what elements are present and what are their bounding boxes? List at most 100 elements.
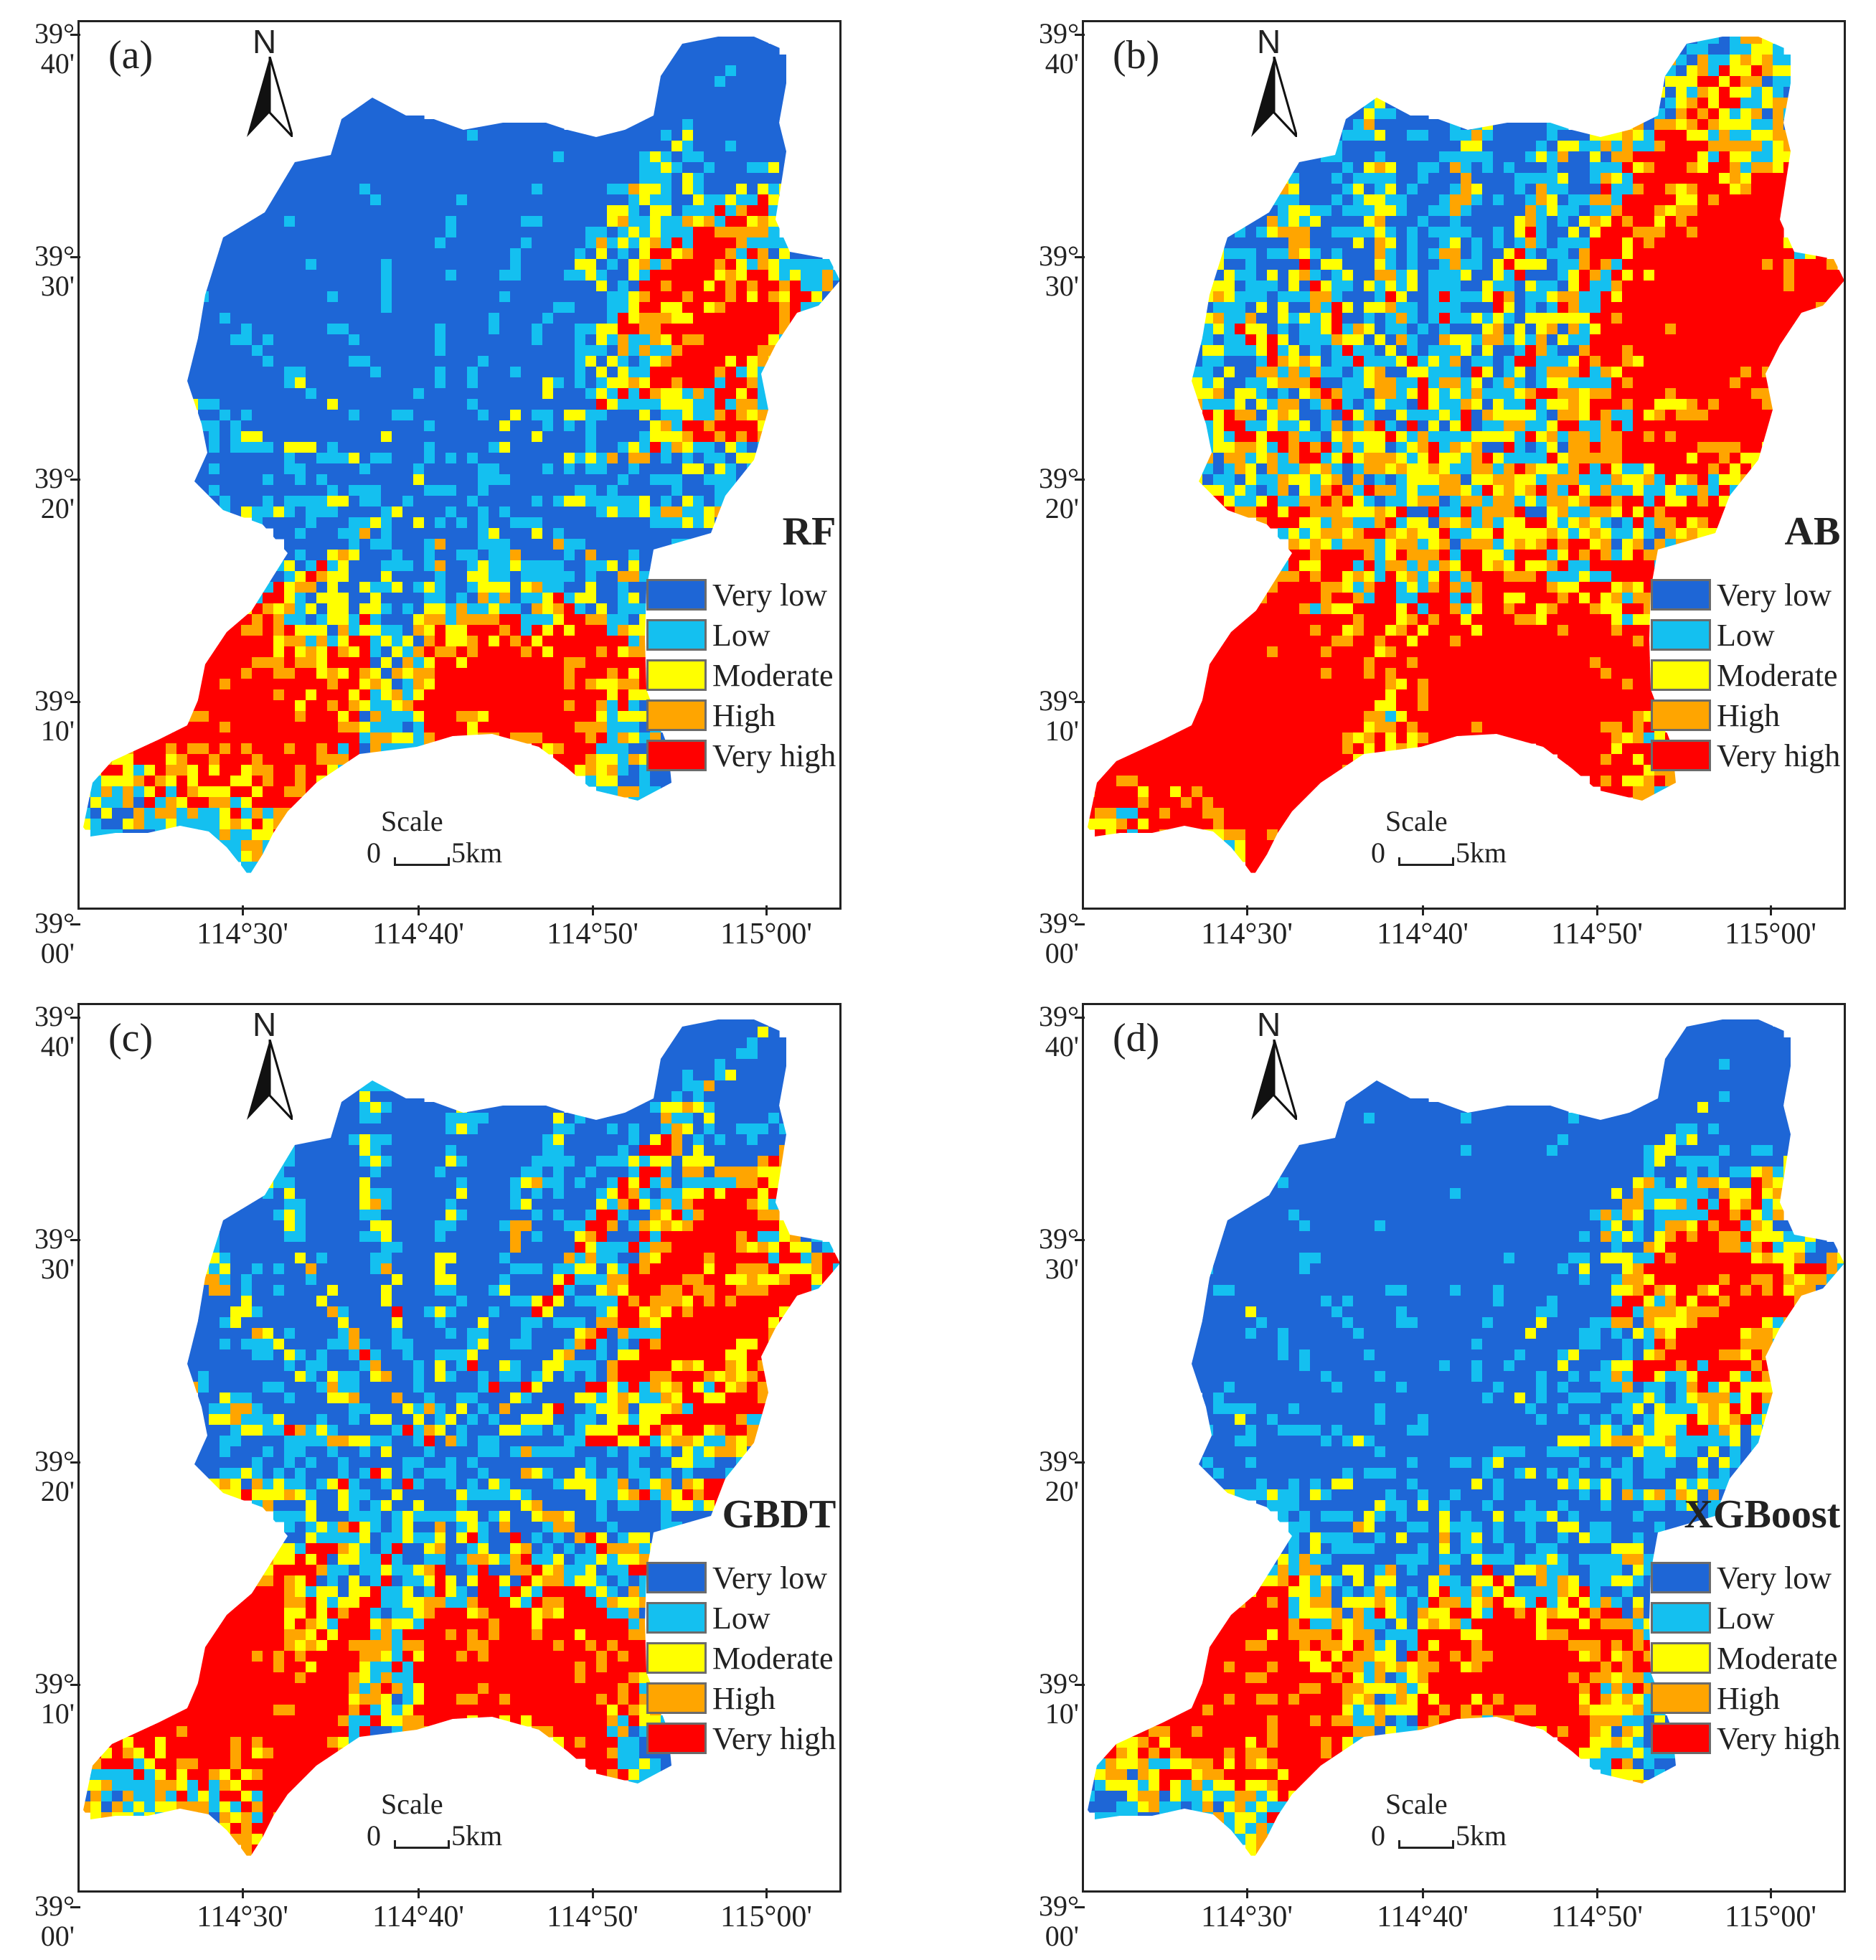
scale-bar: Scale 0 5km	[367, 805, 503, 869]
latitude-label: 39° 30'	[1039, 1222, 1079, 1285]
legend-label: Very high	[1717, 738, 1841, 773]
north-arrow-icon: N	[241, 1005, 298, 1127]
legend-item: Very high	[1651, 1718, 1840, 1758]
longitude-tick	[592, 1888, 594, 1898]
legend-item: Low	[646, 615, 836, 655]
latitude-tick	[1075, 701, 1085, 703]
legend-item: High	[646, 1678, 836, 1718]
legend-label: Moderate	[1717, 1640, 1838, 1676]
legend-label: Very high	[1717, 1720, 1841, 1756]
latitude-label: 39° 10'	[34, 1667, 75, 1730]
longitude-tick	[1770, 905, 1772, 915]
latitude-tick	[1075, 1684, 1085, 1686]
latitude-label: 39° 00'	[34, 907, 75, 969]
legend-title: AB	[1784, 509, 1841, 554]
longitude-label: 114°40'	[372, 1900, 464, 1933]
legend-label: Moderate	[1717, 657, 1838, 693]
susceptibility-map	[83, 37, 839, 873]
legend-label: Low	[1717, 1600, 1775, 1636]
legend-label: High	[1717, 697, 1780, 733]
latitude-tick	[1075, 1461, 1085, 1464]
longitude-tick	[418, 1888, 420, 1898]
legend-label: Low	[712, 617, 770, 653]
legend-swatch	[646, 699, 707, 731]
legend-title: RF	[782, 509, 836, 554]
legend-label: Very high	[712, 738, 836, 773]
legend: GBDT Very low Low Moderate High Very high	[646, 1492, 836, 1758]
longitude-label: 114°30'	[197, 1900, 288, 1933]
legend-swatch	[1651, 1602, 1711, 1634]
north-arrow-icon: N	[241, 22, 298, 144]
legend-item: Moderate	[646, 655, 836, 695]
longitude-tick	[1246, 905, 1248, 915]
longitude-label: 114°30'	[1201, 918, 1293, 951]
longitude-tick	[1596, 1888, 1598, 1898]
legend-swatch	[646, 659, 707, 691]
latitude-tick	[70, 256, 80, 258]
longitude-label: 114°50'	[1551, 918, 1643, 951]
longitude-tick	[242, 905, 244, 915]
legend-swatch	[1651, 1723, 1711, 1754]
longitude-label: 115°00'	[1725, 1900, 1816, 1933]
scale-bar: Scale 0 5km	[1371, 805, 1507, 869]
latitude-label: 39° 00'	[1039, 1890, 1079, 1952]
legend-swatch	[646, 1682, 707, 1714]
longitude-label: 114°30'	[1201, 1900, 1293, 1933]
susceptibility-raster	[1088, 1019, 1844, 1856]
legend-swatch	[646, 1562, 707, 1593]
panel-label: (d)	[1113, 1016, 1160, 1060]
legend-swatch	[646, 579, 707, 611]
susceptibility-map	[83, 1019, 839, 1856]
latitude-tick	[70, 1017, 80, 1019]
longitude-label: 114°40'	[1377, 918, 1469, 951]
legend-item: High	[1651, 1678, 1840, 1718]
legend: RF Very low Low Moderate High Very high	[646, 509, 836, 776]
legend-swatch	[646, 619, 707, 651]
legend-label: Very low	[1717, 1560, 1832, 1596]
longitude-tick	[242, 1888, 244, 1898]
legend-label: Very low	[712, 1560, 828, 1596]
latitude-tick	[70, 1239, 80, 1241]
longitude-tick	[592, 905, 594, 915]
longitude-label: 114°50'	[547, 1900, 638, 1933]
legend-swatch	[1651, 1682, 1711, 1714]
latitude-label: 39° 20'	[34, 462, 75, 524]
legend-swatch	[1651, 1642, 1711, 1674]
latitude-label: 39° 20'	[34, 1445, 75, 1507]
longitude-label: 115°00'	[720, 1900, 812, 1933]
legend-label: Very low	[712, 577, 828, 613]
legend-label: High	[1717, 1680, 1780, 1716]
legend-item: Very high	[646, 1718, 836, 1758]
map-frame: (d) N XGBoost Very low Low Moderate High Very h…	[1082, 1003, 1846, 1893]
latitude-label: 39° 30'	[1039, 240, 1079, 302]
latitude-tick	[1075, 923, 1085, 925]
scale-bar: Scale 0 5km	[1371, 1788, 1507, 1852]
susceptibility-map	[1088, 37, 1844, 873]
legend-swatch	[646, 1723, 707, 1754]
legend-item: Moderate	[1651, 655, 1840, 695]
north-arrow-icon: N	[1245, 22, 1303, 144]
legend-swatch	[1651, 619, 1711, 651]
north-arrow-icon: N	[1245, 1005, 1303, 1127]
latitude-label: 39° 40'	[1039, 17, 1079, 80]
map-frame: (c) N GBDT Very low Low Moderate High Very high…	[77, 1003, 842, 1893]
latitude-label: 39° 30'	[34, 1222, 75, 1285]
scale-bar: Scale 0 5km	[367, 1788, 503, 1852]
legend-swatch	[1651, 1562, 1711, 1593]
longitude-tick	[1422, 1888, 1424, 1898]
legend-item: Very low	[646, 575, 836, 615]
longitude-tick	[765, 1888, 768, 1898]
legend-item: High	[646, 695, 836, 735]
longitude-label: 114°30'	[197, 918, 288, 951]
legend-item: Moderate	[1651, 1638, 1840, 1678]
legend-item: Very low	[1651, 575, 1840, 615]
legend-label: High	[712, 1680, 776, 1716]
latitude-label: 39° 30'	[34, 240, 75, 302]
legend-label: Very high	[712, 1720, 836, 1756]
legend-label: Low	[712, 1600, 770, 1636]
longitude-label: 114°40'	[372, 918, 464, 951]
latitude-tick	[70, 1906, 80, 1908]
latitude-label: 39° 10'	[1039, 684, 1079, 747]
map-frame: (a) N RF Very low Low Moderate High Very high Sc…	[77, 20, 842, 910]
susceptibility-map	[1088, 1019, 1844, 1856]
